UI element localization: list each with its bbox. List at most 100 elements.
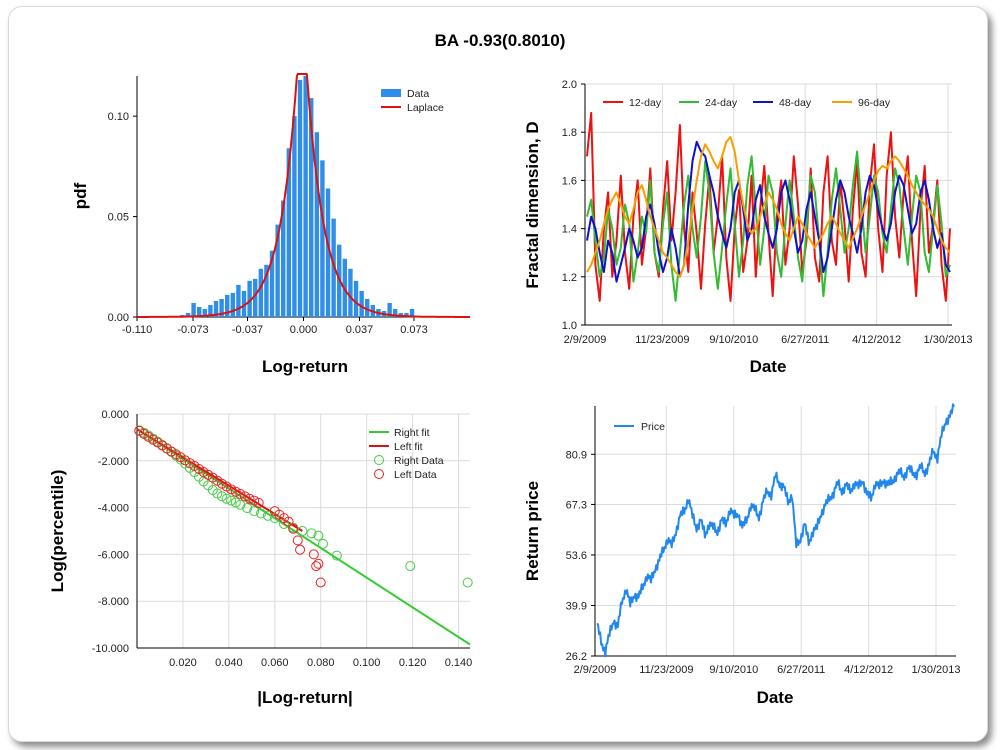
left-data-point: [235, 489, 246, 500]
histogram-bar: [281, 200, 286, 317]
y-tick-label: 1.4: [562, 224, 577, 236]
left-data-point: [230, 486, 241, 497]
price-line: [596, 403, 955, 658]
y-tick-label: 1.0: [562, 320, 577, 332]
histogram-bar: [197, 306, 202, 317]
histogram-bar: [202, 308, 208, 317]
left-data-point: [295, 544, 306, 555]
histogram-bar: [236, 284, 241, 317]
histogram-bar: [269, 250, 275, 317]
histogram-bar: [331, 218, 336, 317]
x-tick-label: 11/23/2009: [639, 664, 693, 676]
x-axis-title: |Log-return|: [257, 688, 352, 707]
histogram-bar: [303, 76, 308, 317]
y-axis-title: Log(percentile): [48, 470, 67, 593]
legend-left-data-label: Left Data: [394, 469, 437, 481]
x-tick-label: 0.080: [307, 657, 335, 669]
legend-right-data-swatch: [374, 455, 384, 465]
y-tick-label: -4.000: [98, 503, 129, 515]
pdf-panel: -0.110 -0.073 -0.037 0.000 0.037 0.073 0.00 0.0…: [71, 73, 471, 376]
histogram-bar: [309, 98, 314, 317]
histogram-bar: [219, 298, 224, 317]
series-line-24-day: [586, 150, 951, 302]
y-tick-label: -2.000: [98, 456, 129, 468]
series-line-96-day: [586, 136, 951, 278]
right-data-point: [278, 518, 289, 529]
y-tick-label: 80.9: [566, 449, 587, 461]
histogram-bar: [348, 268, 353, 317]
histogram-bar: [365, 298, 370, 317]
y-tick-label: 0.000: [101, 409, 129, 421]
left-data-point: [311, 561, 322, 572]
x-tick-label: 0.000: [290, 324, 318, 336]
laplace-fit-line: [136, 73, 471, 318]
right-data-point: [405, 561, 416, 572]
x-tick-label: 0.040: [215, 657, 243, 669]
y-axis-title: pdf: [71, 182, 90, 209]
tail-panel: 0.020 0.040 0.060 0.080 0.100 0.120 0.140 0.000…: [48, 409, 473, 707]
x-tick-label: 6/27/2011: [781, 334, 829, 346]
x-tick-label: -0.073: [177, 324, 208, 336]
left-data-point: [244, 493, 255, 504]
y-tick-label: 67.3: [566, 499, 587, 511]
y-tick-label: 53.6: [566, 550, 587, 562]
y-tick-label: 1.6: [562, 175, 577, 187]
y-tick-label: 26.2: [566, 651, 587, 663]
y-tick-label: 0.00: [108, 312, 129, 324]
series-line-48-day: [586, 140, 951, 283]
right-data-point: [297, 526, 308, 536]
histogram-bar: [191, 302, 196, 317]
x-tick-label: -0.037: [232, 324, 263, 336]
right-data-point: [216, 491, 227, 502]
y-axis-title: Return price: [523, 481, 542, 581]
x-tick-label: 0.140: [445, 657, 473, 669]
y-tick-label: 0.10: [108, 111, 129, 123]
histogram-bar: [297, 80, 303, 318]
right-data-point: [230, 497, 241, 508]
legend-label-48-day: 48-day: [779, 97, 812, 109]
x-tick-label: 0.060: [261, 657, 289, 669]
histogram-bar: [253, 278, 258, 317]
left-data-point: [308, 549, 319, 560]
y-tick-label: 0.05: [108, 212, 129, 224]
legend-price-label: Price: [641, 421, 665, 433]
legend-right-fit-label: Right fit: [394, 427, 430, 439]
histogram-bar: [208, 304, 213, 317]
histogram-bar: [241, 290, 247, 317]
histogram-bar: [353, 280, 359, 317]
x-tick-label: 0.020: [169, 657, 197, 669]
right-fit-line: [136, 428, 471, 646]
left-data-point: [292, 535, 303, 546]
histogram-bar: [185, 312, 191, 317]
price-panel: 26.2 39.9 53.6 67.3 80.9 2/9/2009 11/23/2009 9/…: [523, 403, 960, 707]
legend-laplace-label: Laplace: [407, 102, 444, 114]
x-tick-label: 2/9/2009: [574, 664, 617, 676]
histogram-bar: [404, 312, 409, 317]
legend-left-data-swatch: [374, 469, 384, 479]
legend-label-24-day: 24-day: [705, 97, 738, 109]
histogram-bar: [230, 292, 236, 317]
x-tick-label: 2/9/2009: [564, 334, 607, 346]
histogram-bar: [247, 280, 252, 317]
x-tick-label: 4/12/2012: [844, 664, 893, 676]
y-tick-label: 2.0: [562, 79, 577, 91]
histogram-bar: [387, 302, 392, 317]
right-data-point: [221, 493, 232, 504]
histogram-bar: [258, 268, 264, 317]
left-data-point: [253, 497, 264, 508]
x-tick-label: 6/27/2011: [777, 664, 825, 676]
x-tick-label: 9/10/2010: [709, 334, 758, 346]
histogram-bar: [275, 224, 280, 317]
y-tick-label: -10.000: [92, 643, 129, 655]
right-data-point: [242, 503, 253, 514]
y-tick-label: 1.8: [562, 127, 577, 139]
left-data-point: [315, 577, 326, 588]
x-tick-label: 0.037: [346, 324, 374, 336]
chart-card: [8, 6, 988, 742]
x-tick-label: 0.073: [400, 324, 428, 336]
x-tick-label: 0.100: [353, 657, 381, 669]
x-axis-title: Log-return: [262, 357, 348, 376]
y-tick-label: 39.9: [566, 600, 587, 612]
x-tick-label: 9/10/2010: [709, 664, 758, 676]
